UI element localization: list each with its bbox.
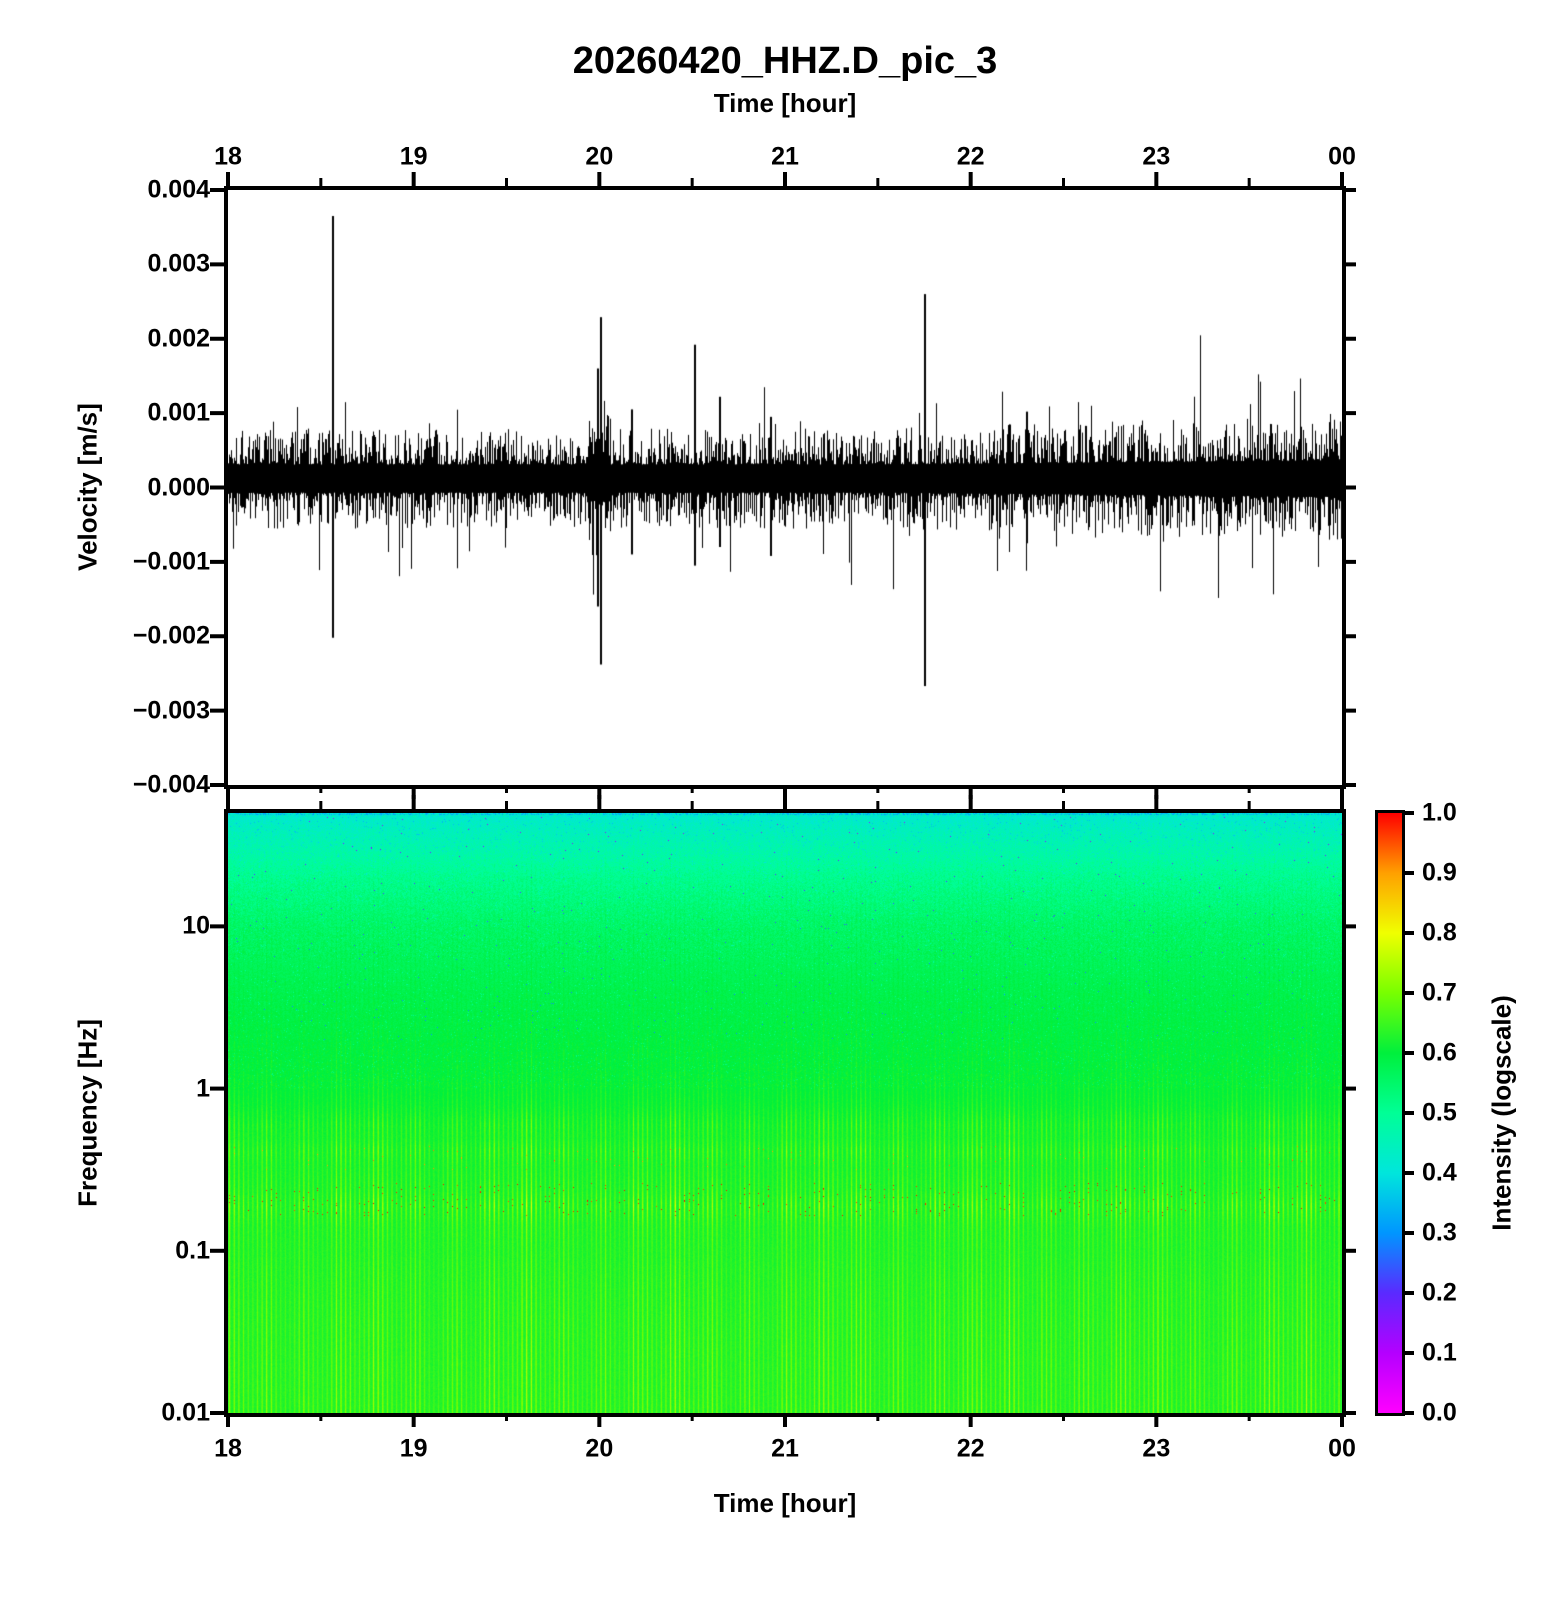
bottom-hour-label-22: 22 [956, 1434, 985, 1463]
bottom-hour-label-19: 19 [399, 1434, 428, 1463]
velocity-label-7: −0.003 [132, 696, 210, 725]
colorbar-label-0.3: 0.3 [1422, 1218, 1457, 1247]
velocity-label-2: 0.002 [147, 324, 210, 353]
top-hour-label-22: 22 [956, 142, 985, 171]
bottom-hour-label-00: 00 [1328, 1434, 1356, 1463]
bottom-hour-label-20: 20 [585, 1434, 614, 1463]
frequency-label-0.1: 0.1 [175, 1236, 210, 1265]
top-hour-label-21: 21 [771, 142, 799, 171]
velocity-label-1: 0.003 [147, 249, 210, 278]
top-hour-label-18: 18 [214, 142, 242, 171]
colorbar-label-0.2: 0.2 [1422, 1278, 1457, 1307]
bottom-hour-label-23: 23 [1142, 1434, 1171, 1463]
waveform-y-axis-title: Velocity [m/s] [72, 403, 103, 571]
colorbar-label-0.6: 0.6 [1422, 1038, 1457, 1067]
figure-title: 20260420_HHZ.D_pic_3 [572, 40, 998, 82]
colorbar-label-0.1: 0.1 [1422, 1338, 1457, 1367]
colorbar-label-1.0: 1.0 [1422, 798, 1457, 827]
bottom-axis-title: Time [hour] [713, 1488, 857, 1518]
frequency-label-0.01: 0.01 [161, 1398, 210, 1427]
colorbar-title: Intensity (logscale) [1486, 995, 1517, 1231]
velocity-label-6: −0.002 [132, 621, 210, 650]
colorbar-frame [1375, 810, 1405, 1416]
waveform-canvas [228, 190, 1342, 785]
frequency-label-1: 1 [196, 1074, 210, 1103]
top-hour-label-23: 23 [1142, 142, 1171, 171]
velocity-label-5: −0.001 [132, 547, 210, 576]
velocity-label-3: 0.001 [147, 398, 210, 427]
waveform-panel-frame [224, 186, 1346, 789]
colorbar-label-0.7: 0.7 [1422, 978, 1457, 1007]
top-axis-title: Time [hour] [713, 88, 857, 118]
bottom-hour-label-18: 18 [214, 1434, 242, 1463]
colorbar-label-0.8: 0.8 [1422, 918, 1457, 947]
spectrogram-y-axis-title: Frequency [Hz] [72, 1019, 103, 1207]
colorbar-label-0.0: 0.0 [1422, 1398, 1457, 1427]
colorbar-label-0.5: 0.5 [1422, 1098, 1457, 1127]
spectrogram-panel-frame [224, 809, 1346, 1417]
colorbar-label-0.9: 0.9 [1422, 858, 1457, 887]
colorbar-gradient [1378, 813, 1402, 1413]
spectrogram-canvas [228, 813, 1342, 1413]
bottom-hour-label-21: 21 [771, 1434, 799, 1463]
top-hour-label-20: 20 [585, 142, 614, 171]
top-hour-label-00: 00 [1328, 142, 1356, 171]
top-hour-label-19: 19 [399, 142, 428, 171]
velocity-label-0: 0.004 [147, 175, 210, 204]
frequency-label-10: 10 [182, 911, 210, 940]
velocity-label-4: 0.000 [147, 473, 210, 501]
colorbar-label-0.4: 0.4 [1422, 1158, 1457, 1187]
velocity-label-8: −0.004 [132, 770, 210, 799]
